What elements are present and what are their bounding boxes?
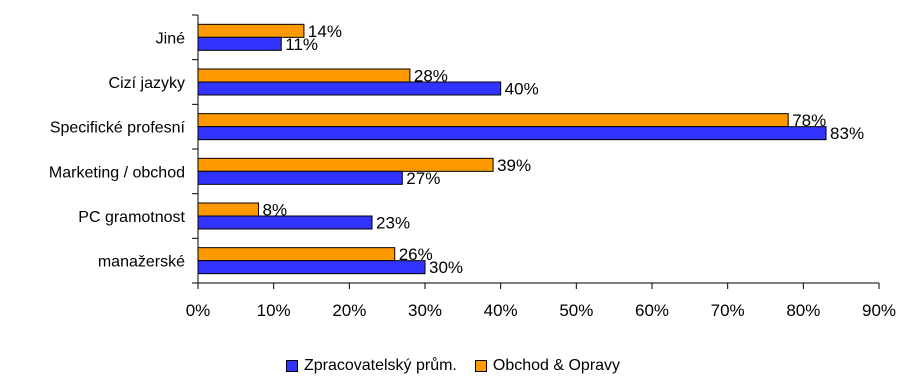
data-label-s1-4: 23% [376, 214, 410, 233]
legend-label-zpracovatelsky: Zpracovatelský prům. [303, 357, 457, 374]
bar-s1-3 [197, 170, 403, 185]
bar-s0-5 [197, 247, 396, 262]
data-label-s1-1: 40% [505, 80, 539, 99]
legend: Zpracovatelský prům. Obchod & Opravy [0, 356, 906, 376]
chart-svg: 0% 10% 20% 30% 40% 50% 60% 70% 80% 90% Jiné 14%11% C… [49, 14, 896, 320]
x-tick-label-2: 20% [332, 301, 366, 320]
x-tick-label-4: 40% [484, 301, 518, 320]
x-tick-label-5: 50% [559, 301, 593, 320]
data-label-s0-5: 26% [399, 245, 433, 264]
legend-item-obchod: Obchod & Opravy [474, 357, 621, 375]
data-label-s1-2: 83% [830, 124, 864, 143]
x-tick-label-7: 70% [711, 301, 745, 320]
x-tick-label-6: 60% [635, 301, 669, 320]
category-label-1: Cizí jazyky [109, 75, 185, 92]
legend-item-zpracovatelsky: Zpracovatelský prům. [285, 357, 457, 375]
legend-label-obchod: Obchod & Opravy [492, 357, 621, 374]
bar-s0-2 [197, 113, 789, 128]
data-label-s0-2: 78% [792, 111, 826, 130]
bar-s1-1 [197, 81, 502, 96]
bar-s1-2 [197, 126, 827, 141]
data-label-s0-1: 28% [414, 67, 448, 86]
category-label-0: Jiné [156, 30, 185, 47]
bar-s1-5 [197, 260, 426, 275]
x-tick-label-1: 10% [257, 301, 291, 320]
bar-s0-1 [197, 68, 411, 83]
x-tick-label-8: 80% [786, 301, 820, 320]
x-tick-label-0: 0% [186, 301, 211, 320]
data-label-s0-3: 39% [497, 156, 531, 175]
bar-s1-4 [197, 215, 373, 230]
bar-s0-3 [197, 157, 494, 172]
data-label-s1-3: 27% [406, 169, 440, 188]
data-label-s0-0: 14% [308, 22, 342, 41]
data-label-s1-5: 30% [429, 258, 463, 277]
category-label-3: Marketing / obchod [49, 164, 185, 181]
x-tick-label-9: 90% [862, 301, 896, 320]
legend-swatch-zpracovatelsky [285, 360, 298, 372]
bar-s1-0 [197, 36, 282, 51]
x-tick-label-3: 30% [408, 301, 442, 320]
category-label-2: Specifické profesní [50, 120, 186, 137]
category-label-5: manažerské [98, 254, 185, 271]
data-label-s1-0: 11% [285, 35, 318, 54]
legend-swatch-obchod [474, 360, 487, 372]
data-label-s0-4: 8% [263, 201, 288, 220]
category-label-4: PC gramotnost [78, 209, 185, 226]
bar-s0-4 [197, 202, 260, 217]
